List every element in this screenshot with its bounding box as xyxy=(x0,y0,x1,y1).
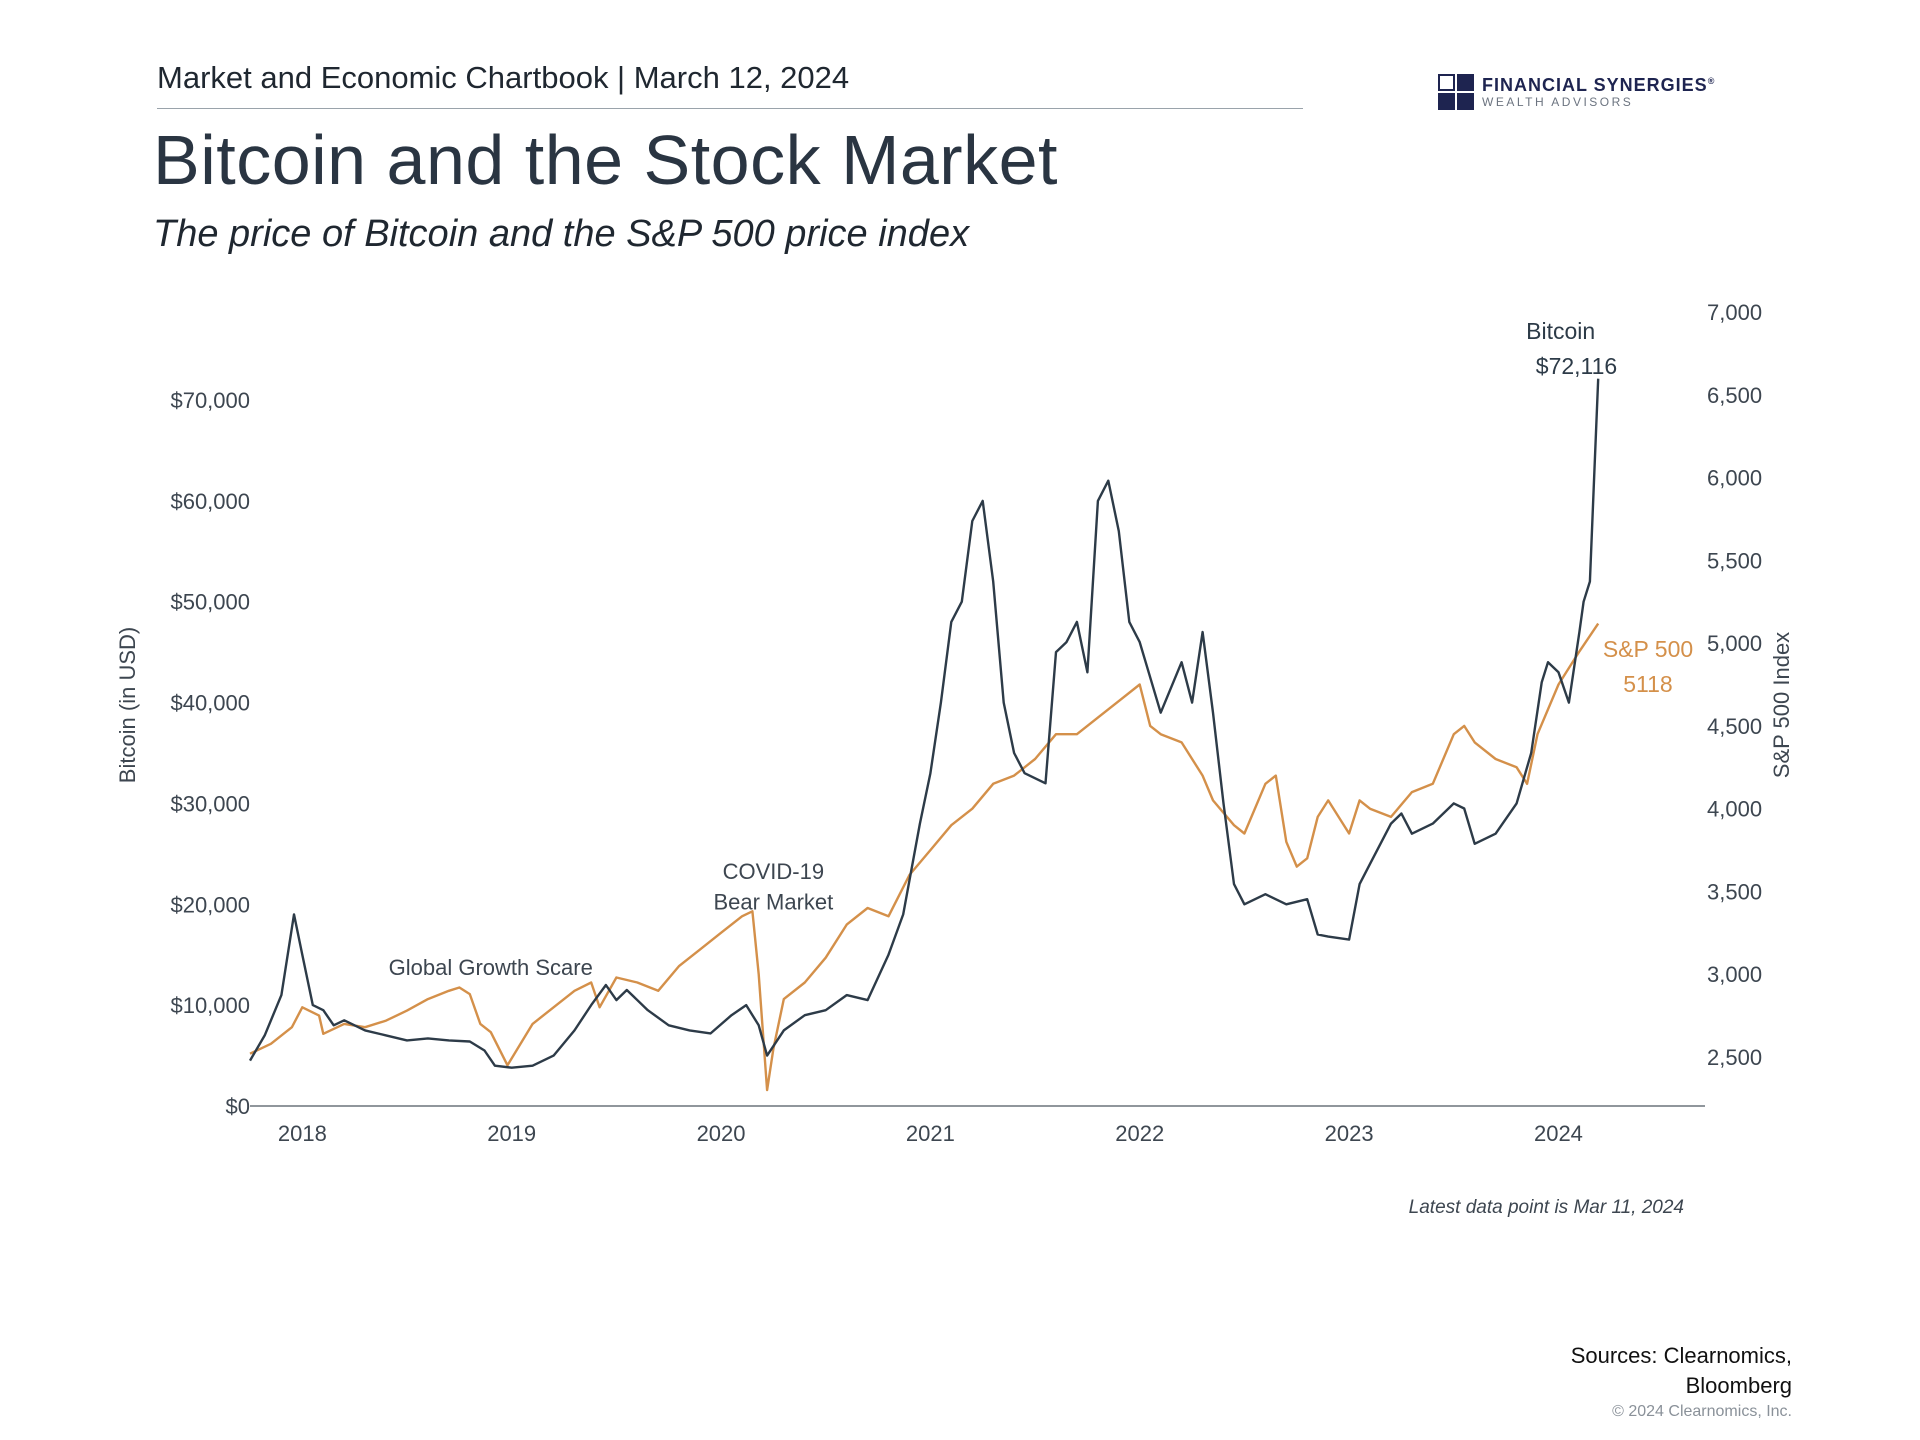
right-y-tick-label: 3,000 xyxy=(1707,962,1762,987)
header-divider xyxy=(157,108,1303,109)
sp500-end-label-name: S&P 500 xyxy=(1603,636,1693,662)
chartbook-header: Market and Economic Chartbook | March 12… xyxy=(157,60,850,95)
company-logo: FINANCIAL SYNERGIES® WEALTH ADVISORS xyxy=(1438,74,1715,110)
x-tick-label: 2019 xyxy=(487,1121,536,1146)
left-y-tick-label: $20,000 xyxy=(170,892,250,917)
logo-subtitle-text: WEALTH ADVISORS xyxy=(1482,95,1634,109)
right-y-axis-title: S&P 500 Index xyxy=(1769,632,1794,778)
sources-line-1: Sources: Clearnomics, xyxy=(1570,1343,1792,1368)
right-y-tick-label: 4,500 xyxy=(1707,714,1762,739)
chart-annotation: Bear Market xyxy=(713,889,833,914)
left-y-axis-title: Bitcoin (in USD) xyxy=(115,627,140,783)
page-title: Bitcoin and the Stock Market xyxy=(153,121,1058,199)
sources-line-2: Bloomberg xyxy=(1685,1373,1792,1398)
sp500-series-line xyxy=(249,622,1600,1092)
logo-mark-icon xyxy=(1438,74,1474,110)
bitcoin-end-label-value: $72,116 xyxy=(1536,353,1617,379)
bitcoin-end-label-name: Bitcoin xyxy=(1526,318,1595,344)
right-y-tick-label: 5,000 xyxy=(1707,631,1762,656)
right-y-tick-label: 7,000 xyxy=(1707,300,1762,325)
left-y-tick-label: $50,000 xyxy=(170,590,250,615)
page-subtitle: The price of Bitcoin and the S&P 500 pri… xyxy=(153,213,970,255)
latest-data-note: Latest data point is Mar 11, 2024 xyxy=(1408,1197,1684,1218)
chart-annotation: Global Growth Scare xyxy=(389,955,593,980)
right-y-tick-label: 5,500 xyxy=(1707,548,1762,573)
x-tick-label: 2022 xyxy=(1115,1121,1164,1146)
left-y-tick-label: $40,000 xyxy=(170,691,250,716)
x-tick-label: 2020 xyxy=(697,1121,746,1146)
chart-annotation: COVID-19 xyxy=(723,859,824,884)
x-tick-label: 2024 xyxy=(1534,1121,1583,1146)
left-y-tick-label: $30,000 xyxy=(170,791,250,816)
bitcoin-series-line xyxy=(248,378,1600,1069)
right-y-tick-label: 6,000 xyxy=(1707,466,1762,491)
x-tick-label: 2018 xyxy=(278,1121,327,1146)
x-tick-label: 2021 xyxy=(906,1121,955,1146)
sources-credit: Sources: Clearnomics, Bloomberg xyxy=(1571,1341,1792,1401)
right-y-tick-label: 3,500 xyxy=(1707,879,1762,904)
sp500-end-label-value: 5118 xyxy=(1623,671,1672,697)
left-y-tick-label: $10,000 xyxy=(170,993,250,1018)
left-y-tick-label: $60,000 xyxy=(170,489,250,514)
logo-name-text: FINANCIAL SYNERGIES® xyxy=(1482,75,1716,95)
copyright-text: © 2024 Clearnomics, Inc. xyxy=(1612,1403,1792,1420)
left-y-tick-label: $70,000 xyxy=(170,388,250,413)
x-tick-label: 2023 xyxy=(1325,1121,1374,1146)
left-y-tick-label: $0 xyxy=(226,1094,250,1119)
right-y-tick-label: 6,500 xyxy=(1707,383,1762,408)
right-y-tick-label: 2,500 xyxy=(1707,1045,1762,1070)
right-y-tick-label: 4,000 xyxy=(1707,797,1762,822)
